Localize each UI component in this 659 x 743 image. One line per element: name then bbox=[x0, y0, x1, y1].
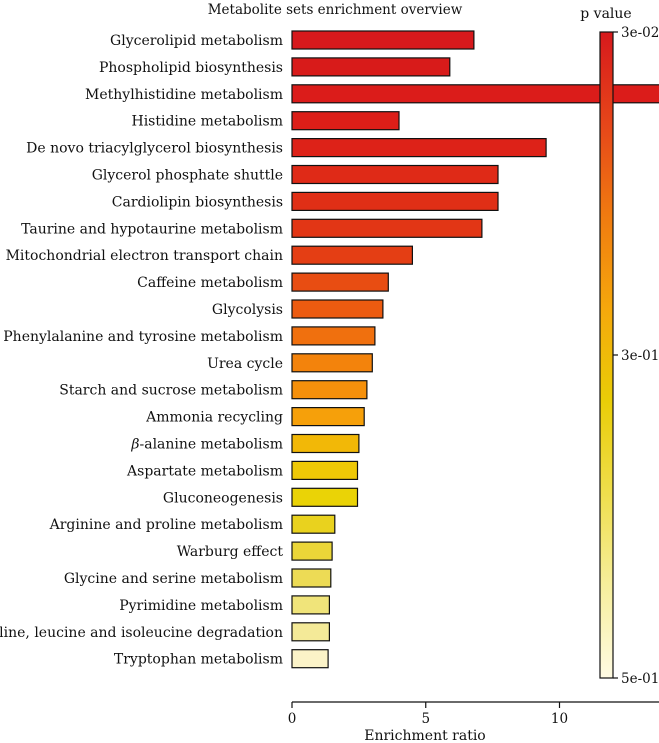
category-label: Mitochondrial electron transport chain bbox=[6, 248, 283, 264]
x-axis-title: Enrichment ratio bbox=[364, 728, 486, 743]
bar-22 bbox=[291, 595, 331, 615]
bar-17 bbox=[291, 460, 359, 480]
bar-8 bbox=[291, 218, 483, 238]
category-label: Arginine and proline metabolism bbox=[49, 517, 283, 533]
category-label: Caffeine metabolism bbox=[137, 275, 283, 291]
category-label: De novo triacylglycerol biosynthesis bbox=[26, 141, 283, 157]
bar-7 bbox=[291, 191, 499, 211]
bars-layer bbox=[291, 30, 659, 669]
bar-14 bbox=[291, 380, 368, 400]
bar-13 bbox=[291, 353, 373, 373]
category-label: Glycerolipid metabolism bbox=[110, 33, 283, 49]
bar-4 bbox=[291, 111, 400, 131]
category-label: Urea cycle bbox=[207, 356, 283, 372]
category-label: Gluconeogenesis bbox=[163, 490, 283, 506]
category-label: Taurine and hypotaurine metabolism bbox=[21, 221, 283, 237]
bar-21 bbox=[291, 568, 332, 588]
bar-23 bbox=[291, 622, 331, 642]
category-labels: Glycerolipid metabolism Phospholipid bios… bbox=[0, 33, 283, 668]
category-label: Pyrimidine metabolism bbox=[119, 598, 283, 614]
bar-5 bbox=[291, 138, 547, 158]
category-label: Histidine metabolism bbox=[131, 114, 283, 130]
bar-10 bbox=[291, 272, 389, 292]
x-axis: 05101520 bbox=[288, 701, 659, 727]
bar-19 bbox=[291, 514, 336, 534]
category-label: Aspartate metabolism bbox=[126, 463, 283, 479]
bar-24 bbox=[291, 649, 329, 669]
bar-3 bbox=[291, 84, 659, 104]
legend-tick-label: 3e-01 bbox=[621, 348, 659, 364]
category-label: Valine, leucine and isoleucine degradati… bbox=[0, 625, 283, 641]
bar-12 bbox=[291, 326, 376, 346]
bar-18 bbox=[291, 487, 359, 507]
bar-20 bbox=[291, 541, 333, 561]
bar-6 bbox=[291, 164, 499, 185]
legend-colorbar bbox=[599, 31, 614, 679]
x-tick-label: 5 bbox=[421, 711, 430, 727]
category-label: Tryptophan metabolism bbox=[114, 652, 283, 668]
category-label: Glycine and serine metabolism bbox=[64, 571, 283, 587]
bar-16 bbox=[291, 433, 360, 454]
bar-9 bbox=[291, 245, 414, 265]
legend-tick-label: 3e-02 bbox=[621, 25, 659, 41]
category-label: Starch and sucrose metabolism bbox=[59, 383, 283, 399]
category-label: Glycerol phosphate shuttle bbox=[92, 168, 283, 184]
legend-tick-label: 5e-01 bbox=[621, 671, 659, 687]
category-label: β-alanine metabolism bbox=[130, 437, 283, 453]
category-label: Glycolysis bbox=[212, 302, 283, 318]
category-label: Phenylalanine and tyrosine metabolism bbox=[3, 329, 283, 345]
x-tick-label: 0 bbox=[288, 711, 297, 727]
bar-11 bbox=[291, 299, 384, 319]
bar-15 bbox=[291, 407, 365, 427]
bar-2 bbox=[291, 57, 451, 77]
x-tick-label: 10 bbox=[551, 711, 568, 727]
category-label: Cardiolipin biosynthesis bbox=[112, 194, 283, 210]
category-label: Ammonia recycling bbox=[145, 410, 283, 426]
chart-title: Metabolite sets enrichment overview bbox=[208, 2, 463, 18]
category-label: Methylhistidine metabolism bbox=[85, 87, 283, 103]
legend-title: p value bbox=[580, 6, 631, 22]
legend-ticks: 3e-02 3e-01 5e-01 bbox=[613, 25, 659, 687]
legend: p value 3e-02 3e-01 5e-01 bbox=[580, 6, 659, 687]
bar-1 bbox=[291, 30, 475, 50]
category-label: Phospholipid biosynthesis bbox=[99, 60, 283, 76]
category-label: Warburg effect bbox=[177, 544, 284, 560]
